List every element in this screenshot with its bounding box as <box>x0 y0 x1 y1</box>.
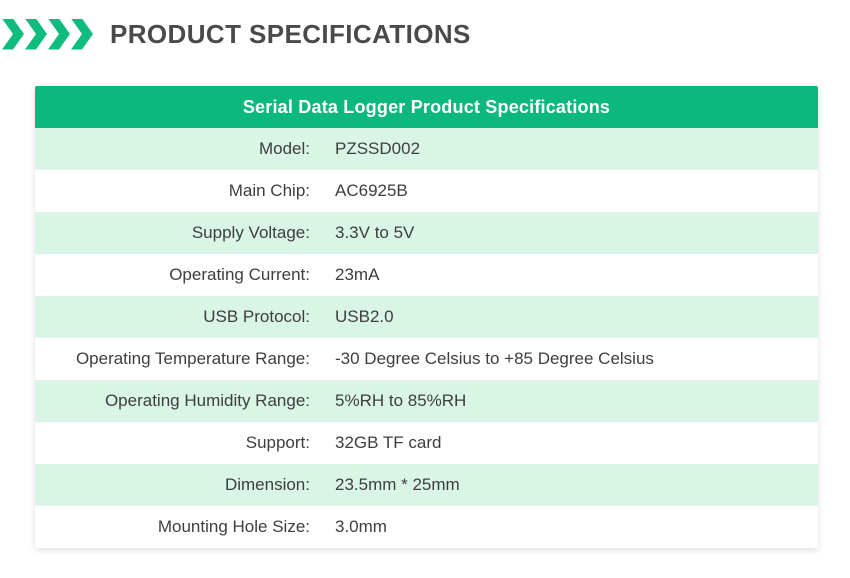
chevron-right-icon <box>48 18 70 50</box>
table-title: Serial Data Logger Product Specification… <box>35 86 818 128</box>
page-title: PRODUCT SPECIFICATIONS <box>110 18 471 49</box>
spec-table: Serial Data Logger Product Specification… <box>35 86 818 548</box>
spec-value: 23mA <box>335 265 380 284</box>
spec-label: Operating Temperature Range: <box>75 349 310 368</box>
spec-label: USB Protocol: <box>203 307 310 326</box>
spec-value: AC6925B <box>335 181 408 200</box>
spec-value: 32GB TF card <box>335 433 442 452</box>
table-row: Dimension: 23.5mm * 25mm <box>35 464 818 506</box>
spec-label: Support: <box>245 433 310 452</box>
spec-value: 3.3V to 5V <box>335 223 415 242</box>
chevron-right-icon <box>71 18 93 50</box>
table-row: Model: PZSSD002 <box>35 128 818 170</box>
chevron-right-icon <box>25 18 47 50</box>
page-heading: PRODUCT SPECIFICATIONS <box>2 17 850 51</box>
spec-label: Dimension: <box>224 475 310 494</box>
spec-value: -30 Degree Celsius to +85 Degree Celsius <box>335 349 654 368</box>
spec-label: Mounting Hole Size: <box>157 517 310 536</box>
chevron-right-icons <box>2 18 93 50</box>
spec-value: PZSSD002 <box>335 139 421 158</box>
table-row: Operating Temperature Range: -30 Degree C… <box>35 338 818 380</box>
table-row: Support: 32GB TF card <box>35 422 818 464</box>
table-row: Operating Humidity Range: 5%RH to 85%RH <box>35 380 818 422</box>
spec-value: 3.0mm <box>335 517 387 536</box>
table-row: Operating Current: 23mA <box>35 254 818 296</box>
table-row: Main Chip: AC6925B <box>35 170 818 212</box>
table-body: Model: PZSSD002 Main Chip: AC6925B Supply Vo… <box>35 128 818 548</box>
spec-label: Operating Current: <box>169 265 310 284</box>
spec-value: 23.5mm * 25mm <box>335 475 460 494</box>
spec-label: Model: <box>258 139 310 158</box>
table-row: Supply Voltage: 3.3V to 5V <box>35 212 818 254</box>
spec-label: Main Chip: <box>228 181 310 200</box>
table-row: Mounting Hole Size: 3.0mm <box>35 506 818 548</box>
chevron-right-icon <box>2 18 24 50</box>
spec-value: USB2.0 <box>335 307 394 326</box>
spec-label: Supply Voltage: <box>191 223 310 242</box>
spec-label: Operating Humidity Range: <box>104 391 310 410</box>
spec-value: 5%RH to 85%RH <box>335 391 467 410</box>
table-row: USB Protocol: USB2.0 <box>35 296 818 338</box>
